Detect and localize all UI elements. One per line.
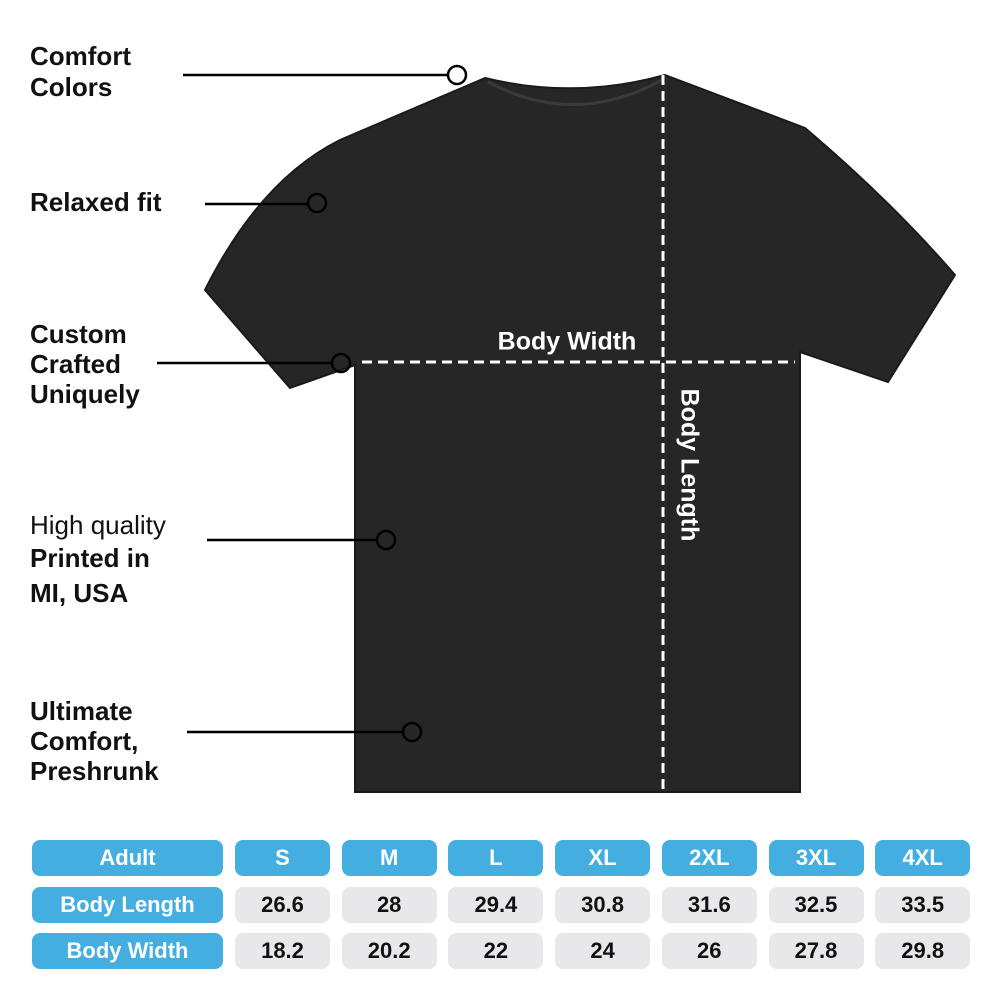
table-cell: 4XL <box>875 840 971 876</box>
t-shirt <box>203 73 957 793</box>
table-cell: 26.6 <box>235 887 330 923</box>
table-cell: Adult <box>32 840 223 876</box>
body-width-label: Body Width <box>498 328 637 356</box>
table-cell: L <box>448 840 544 876</box>
table-cell: 28 <box>341 887 437 923</box>
table-cell: 29.4 <box>448 887 544 923</box>
callout-text: Colors <box>30 72 112 102</box>
table-cell: M <box>341 840 437 876</box>
callout-text: Crafted <box>30 349 121 379</box>
table-cell: 24 <box>555 933 651 969</box>
table-cell: XL <box>555 840 651 876</box>
callout-text: MI, USA <box>30 578 128 608</box>
callout-text: Ultimate <box>30 696 133 726</box>
table-cell: 3XL <box>768 840 864 876</box>
table-cell: 22 <box>448 933 544 969</box>
table-cell: Body Width <box>32 933 223 969</box>
table-cell: 26 <box>661 933 757 969</box>
table-cell: 18.2 <box>235 933 330 969</box>
callout-pointers <box>157 64 468 743</box>
table-cell: 29.8 <box>875 933 971 969</box>
table-cell: 31.6 <box>661 887 757 923</box>
collar <box>487 78 663 106</box>
table-cell: 30.8 <box>555 887 651 923</box>
body-length-label: Body Length <box>675 389 703 542</box>
callout-text: Relaxed fit <box>30 187 162 217</box>
table-cell: Body Length <box>32 887 223 923</box>
table-cell: 32.5 <box>768 887 864 923</box>
callout-text: Comfort, <box>30 726 138 756</box>
table-cell: S <box>235 840 330 876</box>
callout-text: Printed in <box>30 543 150 573</box>
callout-text: Preshrunk <box>30 756 159 786</box>
callout-text: Custom <box>30 319 127 349</box>
table-cell: 27.8 <box>768 933 864 969</box>
table-cell: 2XL <box>661 840 757 876</box>
callout-text: High quality <box>30 510 166 540</box>
table-cell: 33.5 <box>875 887 971 923</box>
table-cell: 20.2 <box>341 933 437 969</box>
callout-text: Uniquely <box>30 379 140 409</box>
diagram: Body Width Body Length Comfort Colors Re… <box>30 40 957 793</box>
callout-text: Comfort <box>30 41 131 71</box>
